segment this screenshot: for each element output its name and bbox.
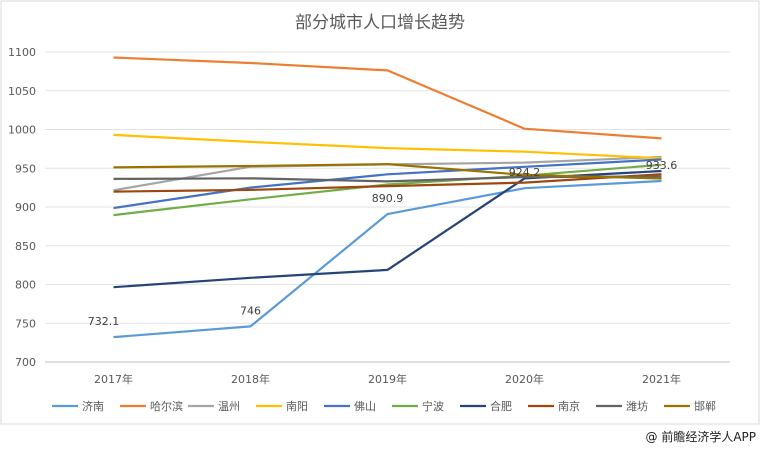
- legend-label: 合肥: [490, 399, 512, 413]
- data-label: 746: [240, 304, 261, 317]
- legend-label: 济南: [82, 399, 104, 413]
- series-line: [113, 163, 662, 217]
- x-tick-label: 2020年: [505, 372, 544, 386]
- y-tick-label: 700: [15, 356, 36, 369]
- series-line: [113, 158, 662, 210]
- legend-label: 潍坊: [626, 399, 648, 413]
- chart-title: 部分城市人口增长趋势: [295, 13, 465, 33]
- series-line: [113, 173, 662, 193]
- legend-label: 佛山: [354, 400, 376, 413]
- x-tick-label: 2017年: [94, 372, 133, 386]
- legend-label: 哈尔滨: [150, 399, 183, 413]
- data-labels: 732.1 746 890.9 924.2 933.6: [88, 159, 678, 328]
- y-tick-label: 850: [15, 240, 36, 253]
- x-tick-label: 2019年: [368, 372, 407, 386]
- legend-label: 温州: [218, 400, 240, 413]
- x-tick-label: 2018年: [231, 372, 270, 386]
- y-tick-label: 800: [15, 279, 36, 292]
- legend-label: 宁波: [422, 399, 444, 413]
- chart-border: [0, 0, 760, 425]
- x-tick-label: 2021年: [642, 372, 681, 386]
- y-tick-label: 1100: [8, 46, 36, 59]
- legend-label: 邯郸: [694, 399, 716, 413]
- series-line: [113, 179, 662, 339]
- watermark: @ 前瞻经济学人APP: [646, 429, 757, 444]
- series-lines: [113, 56, 662, 339]
- data-label: 924.2: [509, 166, 541, 179]
- y-tick-label: 1000: [8, 124, 36, 137]
- y-tick-label: 900: [15, 201, 36, 214]
- data-label: 933.6: [646, 159, 678, 172]
- y-axis: 700 750 800 850 900 950 1000 1050 1100: [8, 46, 36, 369]
- y-tick-label: 750: [15, 317, 36, 330]
- legend-label: 南京: [558, 399, 580, 413]
- legend-label: 南阳: [286, 400, 308, 413]
- y-tick-label: 1050: [8, 85, 36, 98]
- legend: 济南 哈尔滨 温州 南阳 佛山 宁波 合肥 南京 潍坊 邯郸: [52, 399, 716, 413]
- series-line: [113, 133, 662, 160]
- y-tick-label: 950: [15, 162, 36, 175]
- data-label: 732.1: [88, 315, 120, 328]
- x-axis: 2017年 2018年 2019年 2020年 2021年: [94, 372, 681, 386]
- series-line: [113, 56, 662, 140]
- series-line: [113, 163, 662, 180]
- data-label: 890.9: [372, 192, 404, 205]
